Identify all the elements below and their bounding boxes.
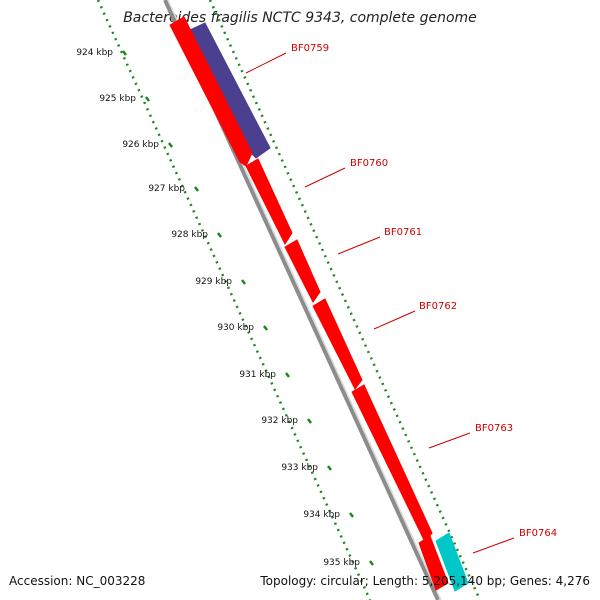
scale-tick-label: 927 kbp (148, 184, 185, 194)
scale-tick-label: 926 kbp (122, 140, 159, 150)
scale-tick-label: 934 kbp (303, 510, 340, 520)
scale-tick-label: 924 kbp (76, 48, 113, 58)
scale-tick-label: 928 kbp (171, 230, 208, 240)
gene-label-leader (472, 537, 515, 554)
scale-tick-mark (122, 50, 127, 56)
scale-tick-label: 931 kbp (239, 370, 276, 380)
gene-label-leader (337, 236, 381, 255)
gene-label-leader (304, 167, 346, 188)
gene-label-leader (245, 52, 287, 74)
gene-arrow-bf0761[interactable] (284, 239, 321, 303)
scale-tick-mark (241, 279, 246, 285)
gene-arrow-bf0762[interactable] (312, 298, 363, 390)
gene-arrow-segment[interactable] (418, 535, 449, 591)
genome-summary: Topology: circular; Length: 5,205,140 bp… (260, 574, 590, 588)
scale-tick-mark (145, 96, 150, 102)
gene-arrow-bf0764[interactable] (435, 532, 469, 592)
gene-label-bf0764[interactable]: BF0764 (519, 528, 557, 539)
scale-tick-label: 933 kbp (281, 463, 318, 473)
scale-tick-mark (194, 186, 199, 192)
gene-arrow-segment[interactable] (169, 16, 253, 167)
outer-tick-track (208, 0, 482, 600)
accession-label: Accession: NC_003228 (9, 574, 146, 588)
gene-label-bf0763[interactable]: BF0763 (475, 423, 513, 434)
scale-tick-mark (307, 418, 312, 424)
scale-tick-label: 930 kbp (217, 323, 254, 333)
scale-tick-mark (349, 512, 354, 518)
gene-label-bf0759[interactable]: BF0759 (291, 43, 329, 54)
scale-tick-label: 932 kbp (261, 416, 298, 426)
gene-label-bf0760[interactable]: BF0760 (350, 158, 388, 169)
scale-tick-label: 929 kbp (195, 277, 232, 287)
scale-tick-label: 935 kbp (323, 558, 360, 568)
inner-scale-track (96, 0, 372, 600)
gene-label-leader (373, 310, 416, 330)
scale-tick-mark (168, 142, 173, 148)
gene-arrow-bf0760[interactable] (245, 158, 293, 246)
scale-tick-label: 925 kbp (99, 94, 136, 104)
scale-tick-mark (285, 372, 290, 378)
gene-label-bf0762[interactable]: BF0762 (419, 301, 457, 312)
gene-label-leader (428, 432, 471, 449)
gene-label-bf0761[interactable]: BF0761 (384, 227, 422, 238)
scale-tick-mark (327, 465, 332, 471)
scale-tick-mark (217, 232, 222, 238)
map-title: Bacteroides fragilis NCTC 9343, complete… (123, 10, 477, 26)
gene-arrow-bf0763[interactable] (351, 384, 433, 543)
scale-tick-mark (369, 560, 374, 566)
scale-tick-mark (263, 325, 268, 331)
